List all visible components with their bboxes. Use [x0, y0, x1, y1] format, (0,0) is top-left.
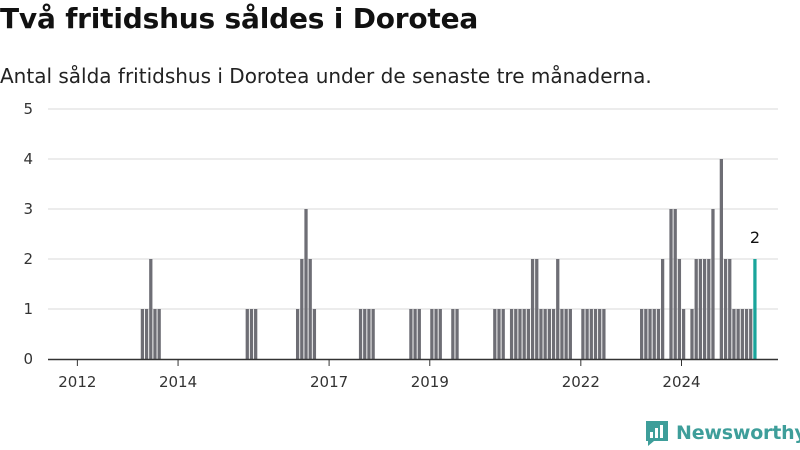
- bar: [430, 309, 434, 359]
- bar: [249, 309, 254, 359]
- y-tick-label: 4: [23, 150, 33, 168]
- bar: [648, 309, 652, 359]
- bar: [497, 309, 501, 359]
- bar: [694, 259, 698, 359]
- x-tick-label: 2024: [662, 373, 700, 391]
- bar: [530, 259, 535, 359]
- bar: [660, 259, 665, 359]
- bar: [749, 309, 753, 359]
- bar: [522, 309, 526, 359]
- y-tick-label: 0: [23, 350, 33, 368]
- y-axis-ticks: 0 1 2 3 4 5: [23, 100, 33, 368]
- bar: [543, 309, 547, 359]
- bar: [518, 309, 522, 359]
- bar: [245, 309, 249, 359]
- bar: [736, 309, 740, 359]
- bar: [363, 309, 367, 359]
- bar: [144, 309, 149, 359]
- bar: [644, 309, 648, 359]
- bar: [140, 309, 145, 359]
- bar: [728, 259, 732, 359]
- bar: [358, 309, 363, 359]
- bar: [723, 259, 728, 359]
- bar: [673, 209, 677, 359]
- bar: [371, 309, 375, 359]
- bar: [526, 309, 531, 359]
- bar: [455, 309, 459, 359]
- bar: [501, 309, 505, 359]
- bar: [652, 309, 656, 359]
- bar: [514, 309, 518, 359]
- bar: [677, 259, 682, 359]
- bar: [640, 309, 644, 359]
- x-tick-label: 2012: [58, 373, 96, 391]
- bar: [153, 309, 157, 359]
- bar: [417, 309, 421, 359]
- bars: [140, 159, 757, 359]
- bar: [698, 259, 703, 359]
- bar: [719, 159, 723, 359]
- bar: [413, 309, 417, 359]
- bar: [740, 309, 744, 359]
- x-tick-label: 2014: [159, 373, 197, 391]
- x-tick-label: 2019: [411, 373, 449, 391]
- bar: [308, 259, 312, 359]
- bar: [669, 209, 673, 359]
- bar: [409, 309, 413, 359]
- bar: [493, 309, 497, 359]
- bar: [711, 209, 715, 359]
- bar: [707, 259, 711, 359]
- bar: [157, 309, 161, 359]
- newsworthy-logo: Newsworthy: [644, 419, 800, 447]
- bar: [681, 309, 686, 359]
- bar-chart-speech-icon: [646, 421, 668, 446]
- x-tick-label: 2017: [310, 373, 348, 391]
- bar: [589, 309, 593, 359]
- bar: [732, 309, 736, 359]
- x-tick-label: 2022: [562, 373, 600, 391]
- bar: [564, 309, 568, 359]
- bar: [451, 309, 455, 359]
- bar: [300, 259, 304, 359]
- x-axis: 2012 2014 2017 2019 2022 2024: [48, 358, 778, 391]
- bar: [560, 309, 564, 359]
- bar: [690, 309, 694, 359]
- bar: [367, 309, 371, 359]
- y-tick-label: 3: [23, 200, 33, 218]
- bar: [598, 309, 602, 359]
- bar: [539, 309, 543, 359]
- bar: [744, 309, 749, 359]
- bar: [312, 309, 317, 359]
- brand-name: Newsworthy: [676, 422, 800, 444]
- bar: [438, 309, 442, 359]
- bar: [509, 309, 514, 359]
- bar: [547, 309, 551, 359]
- bar: [568, 309, 572, 359]
- y-tick-label: 1: [23, 300, 33, 318]
- bar: [304, 209, 308, 359]
- bar: [702, 259, 707, 359]
- gridlines: [48, 108, 778, 310]
- bar: [295, 309, 300, 359]
- y-tick-label: 2: [23, 250, 33, 268]
- bar: [149, 259, 153, 359]
- y-tick-label: 5: [23, 100, 33, 118]
- bar: [602, 309, 606, 359]
- bar: [585, 309, 589, 359]
- bar: [656, 309, 661, 359]
- chart-title: Två fritidshus såldes i Dorotea: [0, 2, 479, 35]
- chart-subtitle: Antal sålda fritidshus i Dorotea under d…: [0, 64, 652, 88]
- bar: [551, 309, 556, 359]
- data-label: 2: [750, 228, 760, 247]
- bar: [581, 309, 585, 359]
- bar: [434, 309, 438, 359]
- bar-highlight: [753, 259, 757, 359]
- bar: [254, 309, 258, 359]
- bar: [535, 259, 539, 359]
- bar: [593, 309, 598, 359]
- bar: [556, 259, 560, 359]
- data-labels: 2: [748, 227, 761, 249]
